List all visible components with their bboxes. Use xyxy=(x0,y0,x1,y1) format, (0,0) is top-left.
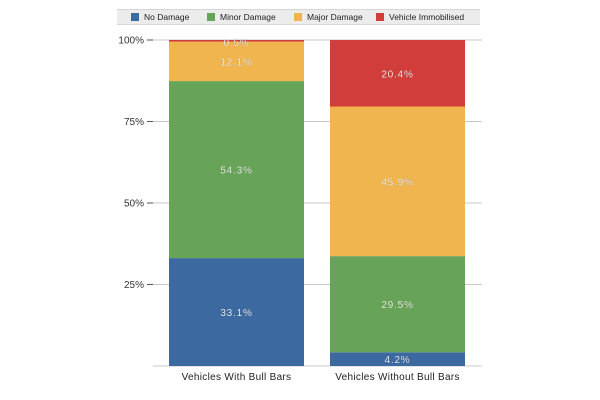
data-label: 4.2% xyxy=(385,355,411,366)
bar-segment xyxy=(169,81,304,259)
y-tick-label: 50% xyxy=(124,199,144,210)
y-tick-label: 75% xyxy=(124,117,144,128)
bar-segment xyxy=(330,256,465,353)
x-tick-label: Vehicles With Bull Bars xyxy=(182,372,292,383)
y-tick-label: 25% xyxy=(124,280,144,291)
legend-item-no-damage: No Damage xyxy=(131,11,189,23)
data-label: 20.4% xyxy=(381,69,413,80)
legend-label-minor-damage: Minor Damage xyxy=(220,12,276,22)
data-label: 12.1% xyxy=(220,57,252,68)
data-label: 45.9% xyxy=(381,177,413,188)
bar-segment xyxy=(169,258,304,366)
legend-swatch-major-damage xyxy=(294,13,302,21)
legend-item-minor-damage: Minor Damage xyxy=(207,11,276,23)
legend-swatch-minor-damage xyxy=(207,13,215,21)
legend-item-vehicle-immobilised: Vehicle Immobilised xyxy=(376,11,464,23)
legend-swatch-no-damage xyxy=(131,13,139,21)
x-tick-label: Vehicles Without Bull Bars xyxy=(335,372,460,383)
legend-label-major-damage: Major Damage xyxy=(307,12,363,22)
y-tick-label: 100% xyxy=(118,36,144,47)
data-label: 29.5% xyxy=(381,300,413,311)
legend-swatch-vehicle-immobilised xyxy=(376,13,384,21)
legend: No Damage Minor Damage Major Damage Vehi… xyxy=(117,9,480,25)
legend-label-vehicle-immobilised: Vehicle Immobilised xyxy=(389,12,465,22)
legend-item-major-damage: Major Damage xyxy=(294,11,363,23)
bar-segment xyxy=(169,40,304,42)
data-label: 0.5% xyxy=(224,38,250,49)
bar-segment xyxy=(330,40,465,107)
bar-segment xyxy=(169,41,304,82)
legend-label-no-damage: No Damage xyxy=(144,12,190,22)
data-label: 54.3% xyxy=(220,166,252,177)
bar-segment xyxy=(330,106,465,257)
bar-segment xyxy=(330,352,465,366)
data-label: 33.1% xyxy=(220,308,252,319)
